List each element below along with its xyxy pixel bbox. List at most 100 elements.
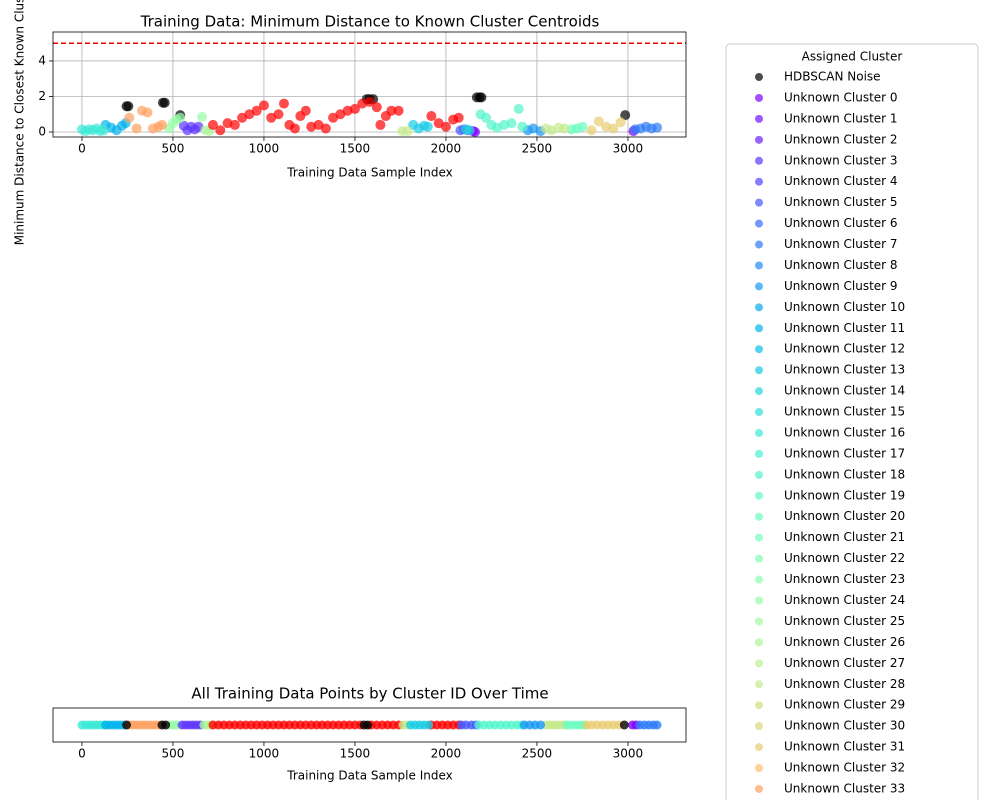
- data-point: [289, 123, 300, 134]
- legend-label: Unknown Cluster 5: [784, 195, 898, 209]
- legend-label: Unknown Cluster 19: [784, 488, 905, 502]
- x-tick-label: 3000: [613, 142, 644, 156]
- data-point: [480, 112, 491, 123]
- legend-marker: [755, 240, 763, 249]
- legend-marker: [755, 491, 763, 500]
- data-point: [300, 105, 311, 116]
- data-point: [652, 122, 663, 133]
- legend-marker: [755, 554, 763, 563]
- data-point: [615, 117, 626, 128]
- data-point: [652, 720, 662, 730]
- legend-marker: [755, 617, 763, 626]
- data-point: [476, 92, 487, 103]
- legend-label: Unknown Cluster 11: [784, 321, 905, 335]
- legend-label: Unknown Cluster 7: [784, 237, 898, 251]
- data-point: [278, 98, 289, 109]
- data-point: [426, 111, 437, 122]
- x-tick-label: 0: [78, 142, 86, 156]
- data-point: [159, 97, 170, 108]
- chart-title: Training Data: Minimum Distance to Known…: [140, 13, 600, 31]
- data-point: [363, 720, 373, 730]
- legend-label: Unknown Cluster 14: [784, 384, 905, 398]
- legend-marker: [755, 93, 763, 102]
- data-point: [506, 118, 517, 129]
- data-point: [251, 105, 262, 116]
- legend-marker: [755, 743, 763, 752]
- legend-marker: [755, 114, 763, 123]
- legend-marker: [755, 512, 763, 521]
- legend-label: Unknown Cluster 25: [784, 614, 905, 628]
- x-tick-label: 500: [161, 142, 184, 156]
- data-point: [424, 720, 434, 730]
- legend-label: Unknown Cluster 10: [784, 300, 905, 314]
- legend-box: [725, 43, 979, 800]
- legend-marker: [755, 261, 763, 270]
- data-point: [98, 125, 109, 136]
- data-point: [258, 100, 269, 111]
- legend-marker: [755, 408, 763, 417]
- legend-marker: [755, 366, 763, 375]
- data-point: [142, 107, 153, 118]
- data-point: [393, 105, 404, 116]
- data-point: [229, 119, 240, 130]
- legend-marker: [755, 345, 763, 354]
- legend-label: Unknown Cluster 26: [784, 635, 905, 649]
- data-point: [123, 101, 134, 112]
- legend-marker: [755, 659, 763, 668]
- legend-marker: [755, 177, 763, 186]
- legend-label: Unknown Cluster 4: [784, 174, 898, 188]
- data-point: [349, 103, 360, 114]
- legend-marker: [755, 303, 763, 312]
- x-tick-label: 2000: [431, 747, 462, 761]
- legend-label: Unknown Cluster 13: [784, 363, 905, 377]
- data-point: [157, 119, 168, 130]
- legend-title: Assigned Cluster: [802, 50, 903, 64]
- data-point: [620, 110, 631, 121]
- x-tick-label: 3000: [613, 747, 644, 761]
- legend-label: Unknown Cluster 31: [784, 740, 905, 754]
- data-point: [422, 121, 433, 132]
- data-point: [371, 102, 382, 113]
- legend-marker: [755, 470, 763, 479]
- legend-marker: [755, 198, 763, 207]
- x-axis-label: Training Data Sample Index: [286, 166, 452, 180]
- x-tick-label: 1000: [249, 747, 280, 761]
- legend-marker: [755, 596, 763, 605]
- legend-label: Unknown Cluster 18: [784, 467, 905, 481]
- data-point: [453, 112, 464, 123]
- legend-marker: [755, 449, 763, 458]
- legend-marker: [755, 701, 763, 710]
- legend-label: Unknown Cluster 0: [784, 90, 898, 104]
- legend-label: Unknown Cluster 16: [784, 425, 905, 439]
- x-tick-label: 500: [161, 747, 184, 761]
- data-point: [559, 123, 570, 134]
- legend-marker: [755, 156, 763, 165]
- legend-label: Unknown Cluster 33: [784, 781, 905, 795]
- legend-label: Unknown Cluster 29: [784, 698, 905, 712]
- data-point: [608, 123, 619, 134]
- data-point: [161, 720, 171, 730]
- legend-marker: [755, 387, 763, 396]
- data-point: [215, 125, 226, 136]
- data-point: [320, 123, 331, 134]
- legend-marker: [755, 638, 763, 647]
- y-tick-label: 2: [38, 89, 46, 103]
- legend-label: Unknown Cluster 9: [784, 279, 898, 293]
- legend-label: Unknown Cluster 12: [784, 342, 905, 356]
- data-point: [364, 96, 375, 107]
- legend-label: Unknown Cluster 30: [784, 719, 905, 733]
- x-tick-label: 2500: [522, 747, 553, 761]
- chart-title: All Training Data Points by Cluster ID O…: [191, 685, 548, 703]
- legend-label: Unknown Cluster 2: [784, 132, 898, 146]
- legend-marker: [755, 135, 763, 144]
- y-tick-label: 0: [38, 125, 46, 139]
- data-point: [517, 121, 528, 132]
- y-tick-label: 4: [38, 53, 46, 67]
- legend-marker: [755, 680, 763, 689]
- data-point: [513, 103, 524, 114]
- legend-marker: [755, 324, 763, 333]
- data-point: [464, 125, 475, 136]
- plot-points: [76, 92, 663, 138]
- legend-label: Unknown Cluster 22: [784, 551, 905, 565]
